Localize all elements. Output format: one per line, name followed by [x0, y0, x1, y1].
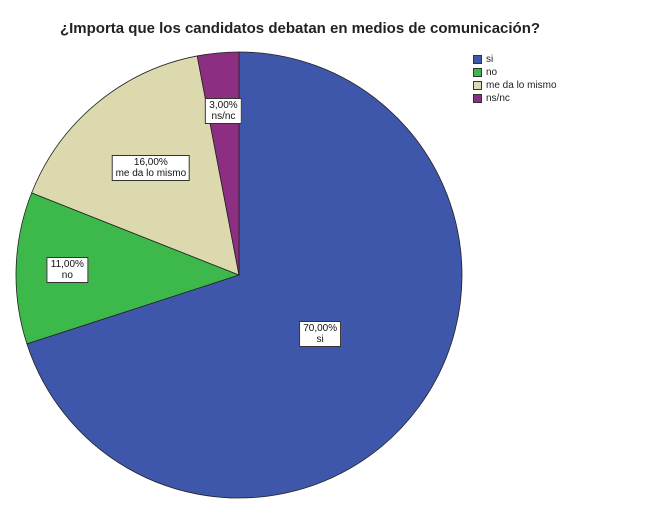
slice-label-value: 11,00%: [50, 258, 84, 270]
legend-item-si: si: [473, 53, 557, 65]
legend-label: no: [486, 66, 498, 78]
slice-label-category: me da lo mismo: [115, 168, 187, 180]
legend-swatch: [473, 67, 482, 77]
slice-label-me-da-lo-mismo: 16,00% me da lo mismo: [111, 155, 191, 182]
legend-swatch: [473, 93, 482, 103]
legend-swatch: [473, 54, 482, 64]
legend-label: ns/nc: [486, 92, 510, 104]
legend-item-ns-nc: ns/nc: [473, 92, 557, 104]
slice-label-no: 11,00% no: [46, 256, 88, 283]
legend-item-me-da-lo-mismo: me da lo mismo: [473, 79, 557, 91]
legend: si no me da lo mismo ns/nc: [473, 53, 557, 105]
slice-label-category: no: [61, 269, 73, 281]
legend-item-no: no: [473, 66, 557, 78]
slice-label-value: 16,00%: [133, 157, 168, 169]
pie-slice-no: [15, 192, 241, 345]
slice-label-value: 3,00%: [209, 99, 238, 111]
legend-swatch: [473, 80, 482, 90]
legend-label: si: [486, 53, 494, 65]
slice-label-si: 70,00% si: [299, 320, 342, 347]
chart-title: ¿Importa que los candidatos debatan en m…: [59, 20, 541, 37]
slice-label-value: 70,00%: [303, 322, 338, 334]
slice-label-category: ns/nc: [211, 110, 236, 122]
slice-label-ns-nc: 3,00% ns/nc: [205, 97, 242, 124]
pie-slice-si: [26, 51, 463, 499]
legend-label: me da lo mismo: [486, 79, 557, 91]
slice-label-category: si: [316, 333, 324, 345]
